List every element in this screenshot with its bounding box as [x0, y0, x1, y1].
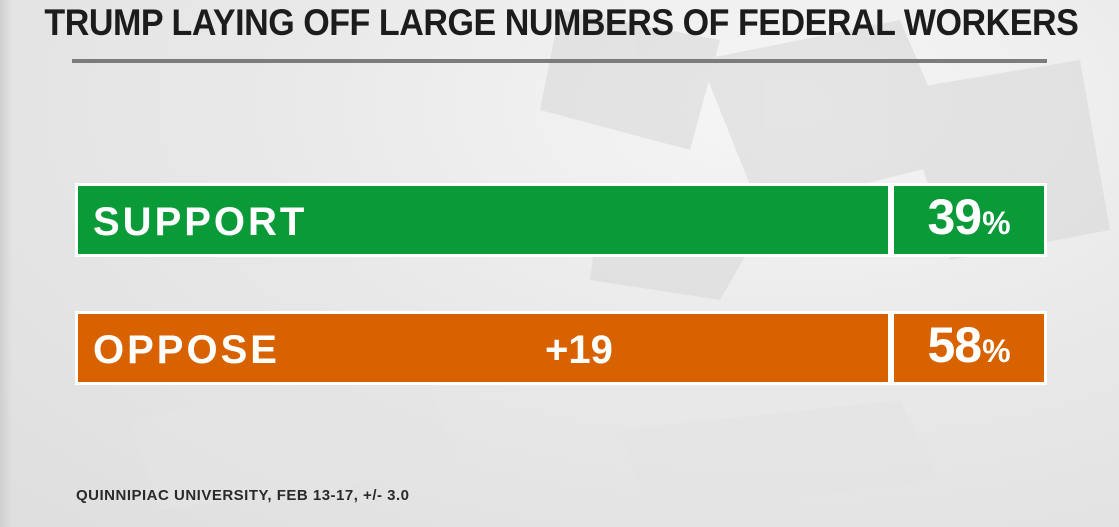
value-label-support: 39% [894, 192, 1044, 242]
title-underline [72, 59, 1047, 63]
value-box-support: 39% [894, 186, 1044, 254]
bar-support: SUPPORT [78, 186, 888, 254]
bar-row-oppose: OPPOSE +19 58% [75, 311, 1047, 385]
percent-sign-support: % [982, 205, 1011, 241]
bar-label-support: SUPPORT [93, 200, 308, 244]
margin-annotation: +19 [545, 328, 613, 372]
value-label-oppose: 58% [894, 320, 1044, 370]
percent-sign-oppose: % [982, 333, 1011, 369]
bar-oppose: OPPOSE +19 [78, 314, 888, 382]
bar-label-oppose: OPPOSE [93, 328, 280, 372]
value-number-support: 39 [927, 189, 982, 245]
bar-row-support: SUPPORT 39% [75, 183, 1047, 257]
chart-title: TRUMP LAYING OFF LARGE NUMBERS OF FEDERA… [44, 2, 1079, 43]
value-number-oppose: 58 [927, 317, 982, 373]
source-note: QUINNIPIAC UNIVERSITY, FEB 13-17, +/- 3.… [76, 487, 410, 504]
value-box-oppose: 58% [894, 314, 1044, 382]
